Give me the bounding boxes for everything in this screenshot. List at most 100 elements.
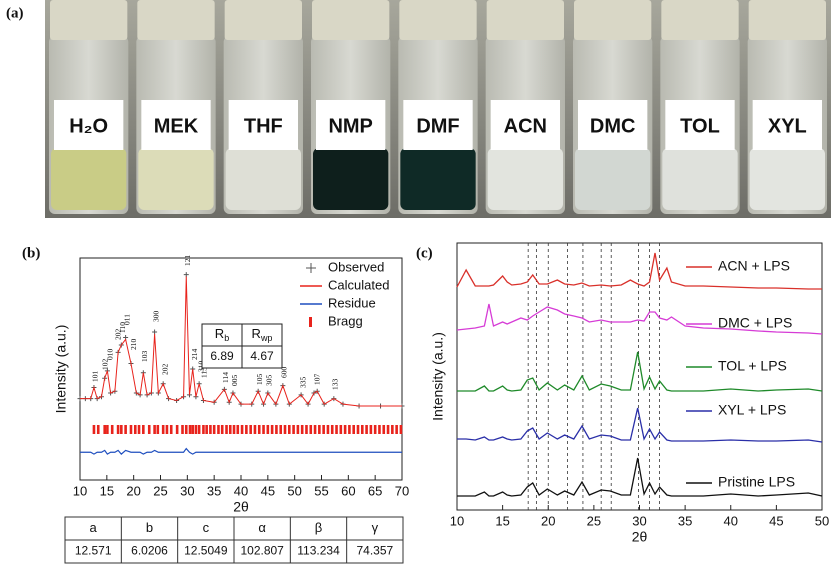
bragg-tick <box>236 425 240 434</box>
header-main: R <box>252 326 261 341</box>
bragg-tick <box>382 425 386 434</box>
peak-label: 113 <box>200 367 209 378</box>
x-tick-label: 35 <box>678 513 692 528</box>
table-header: β <box>315 520 322 535</box>
x-tick-label: 60 <box>341 483 355 498</box>
vial-label-bg <box>141 100 211 150</box>
bragg-tick <box>360 425 364 434</box>
bragg-tick <box>335 425 338 434</box>
x-tick-label: 30 <box>632 513 646 528</box>
bragg-tick <box>116 425 120 434</box>
observed-point <box>183 272 189 278</box>
x-tick-label: 45 <box>769 513 783 528</box>
table-cell: 4.67 <box>250 349 274 363</box>
vial-liquid <box>138 148 214 210</box>
vial-cap <box>137 0 215 40</box>
bragg-tick <box>232 425 236 434</box>
vial-label: MEK <box>154 115 199 137</box>
bragg-tick <box>212 425 216 434</box>
x-tick-label: 20 <box>126 483 140 498</box>
bragg-tick <box>142 425 145 434</box>
peak-label: 305 <box>265 375 274 387</box>
table-cell: 102.807 <box>240 544 284 558</box>
panel-label: (b) <box>22 245 40 261</box>
peak-label: 011 <box>122 314 131 325</box>
bragg-tick <box>279 425 283 434</box>
vial-label: DMF <box>416 115 459 137</box>
header-sub: wp <box>260 333 273 343</box>
header-sub: b <box>224 333 229 343</box>
bragg-tick <box>356 425 360 434</box>
bragg-tick <box>153 425 156 434</box>
x-axis-label: 2θ <box>632 529 648 545</box>
bragg-tick <box>313 425 317 434</box>
bragg-tick <box>181 425 184 434</box>
peak-label: 105 <box>255 374 264 386</box>
bragg-tick <box>378 425 381 434</box>
bragg-tick <box>262 425 265 434</box>
peak-label: 202 <box>114 329 123 341</box>
bragg-tick <box>124 425 127 434</box>
table-header: b <box>146 520 153 535</box>
x-tick-label: 50 <box>815 513 829 528</box>
bragg-tick <box>217 425 220 434</box>
vial-liquid <box>749 148 825 210</box>
legend-swatch <box>309 317 312 327</box>
vial-label: DMC <box>590 115 636 137</box>
vial-cap <box>224 0 302 40</box>
bragg-tick <box>245 425 248 434</box>
peak-label: 121 <box>183 255 192 267</box>
bragg-tick <box>330 425 334 434</box>
header-main: R <box>215 326 224 341</box>
bragg-tick <box>348 425 351 434</box>
vial-cap <box>661 0 739 40</box>
bragg-tick <box>288 425 291 434</box>
x-tick-label: 35 <box>207 483 221 498</box>
bragg-tick <box>225 425 228 434</box>
x-tick-label: 10 <box>450 513 464 528</box>
peak-label: 114 <box>221 372 230 383</box>
peak-label: 107 <box>312 374 321 386</box>
table-header: α <box>258 520 266 535</box>
bragg-tick <box>386 425 390 434</box>
bragg-tick <box>209 425 212 434</box>
peak-label: 102 <box>100 359 109 371</box>
bragg-tick <box>318 425 321 434</box>
bragg-tick <box>399 425 403 434</box>
bragg-tick <box>129 425 133 434</box>
table-header: a <box>90 520 98 535</box>
x-tick-label: 45 <box>261 483 275 498</box>
bragg-tick <box>106 425 109 434</box>
legend-swatch <box>306 263 316 273</box>
vial-label-bg <box>578 100 648 150</box>
bragg-tick <box>343 425 347 434</box>
vial-label: THF <box>244 115 283 137</box>
panel-label: (c) <box>416 245 433 261</box>
vial-label: H₂O <box>69 115 108 137</box>
bragg-tick <box>266 425 270 434</box>
bragg-tick <box>220 425 224 434</box>
vial-cap <box>312 0 390 40</box>
refinement-chart: 10 15 20 25 30 35 40 45 50 55 60 65 70 2θ Intensity (a… <box>53 255 409 564</box>
bragg-tick <box>339 425 343 434</box>
peak-label: 214 <box>190 349 199 361</box>
peak-label: 210 <box>129 339 138 351</box>
peak-label: 005 <box>230 375 239 387</box>
peak-label: 010 <box>106 349 115 361</box>
series-line <box>80 447 402 455</box>
vial-liquid <box>225 148 301 210</box>
legend-label: Calculated <box>328 277 389 292</box>
bragg-tick <box>322 425 325 434</box>
bragg-tick <box>391 425 394 434</box>
peak-label: 103 <box>140 351 149 363</box>
bragg-tick <box>120 425 123 434</box>
series-line <box>80 276 402 407</box>
table-cell: 6.0206 <box>131 544 168 558</box>
bragg-tick <box>147 425 151 434</box>
table-cell: 6.89 <box>210 349 234 363</box>
x-tick-label: 55 <box>314 483 328 498</box>
x-tick-label: 70 <box>395 483 409 498</box>
bragg-tick <box>352 425 355 434</box>
vial-liquid <box>575 148 651 210</box>
